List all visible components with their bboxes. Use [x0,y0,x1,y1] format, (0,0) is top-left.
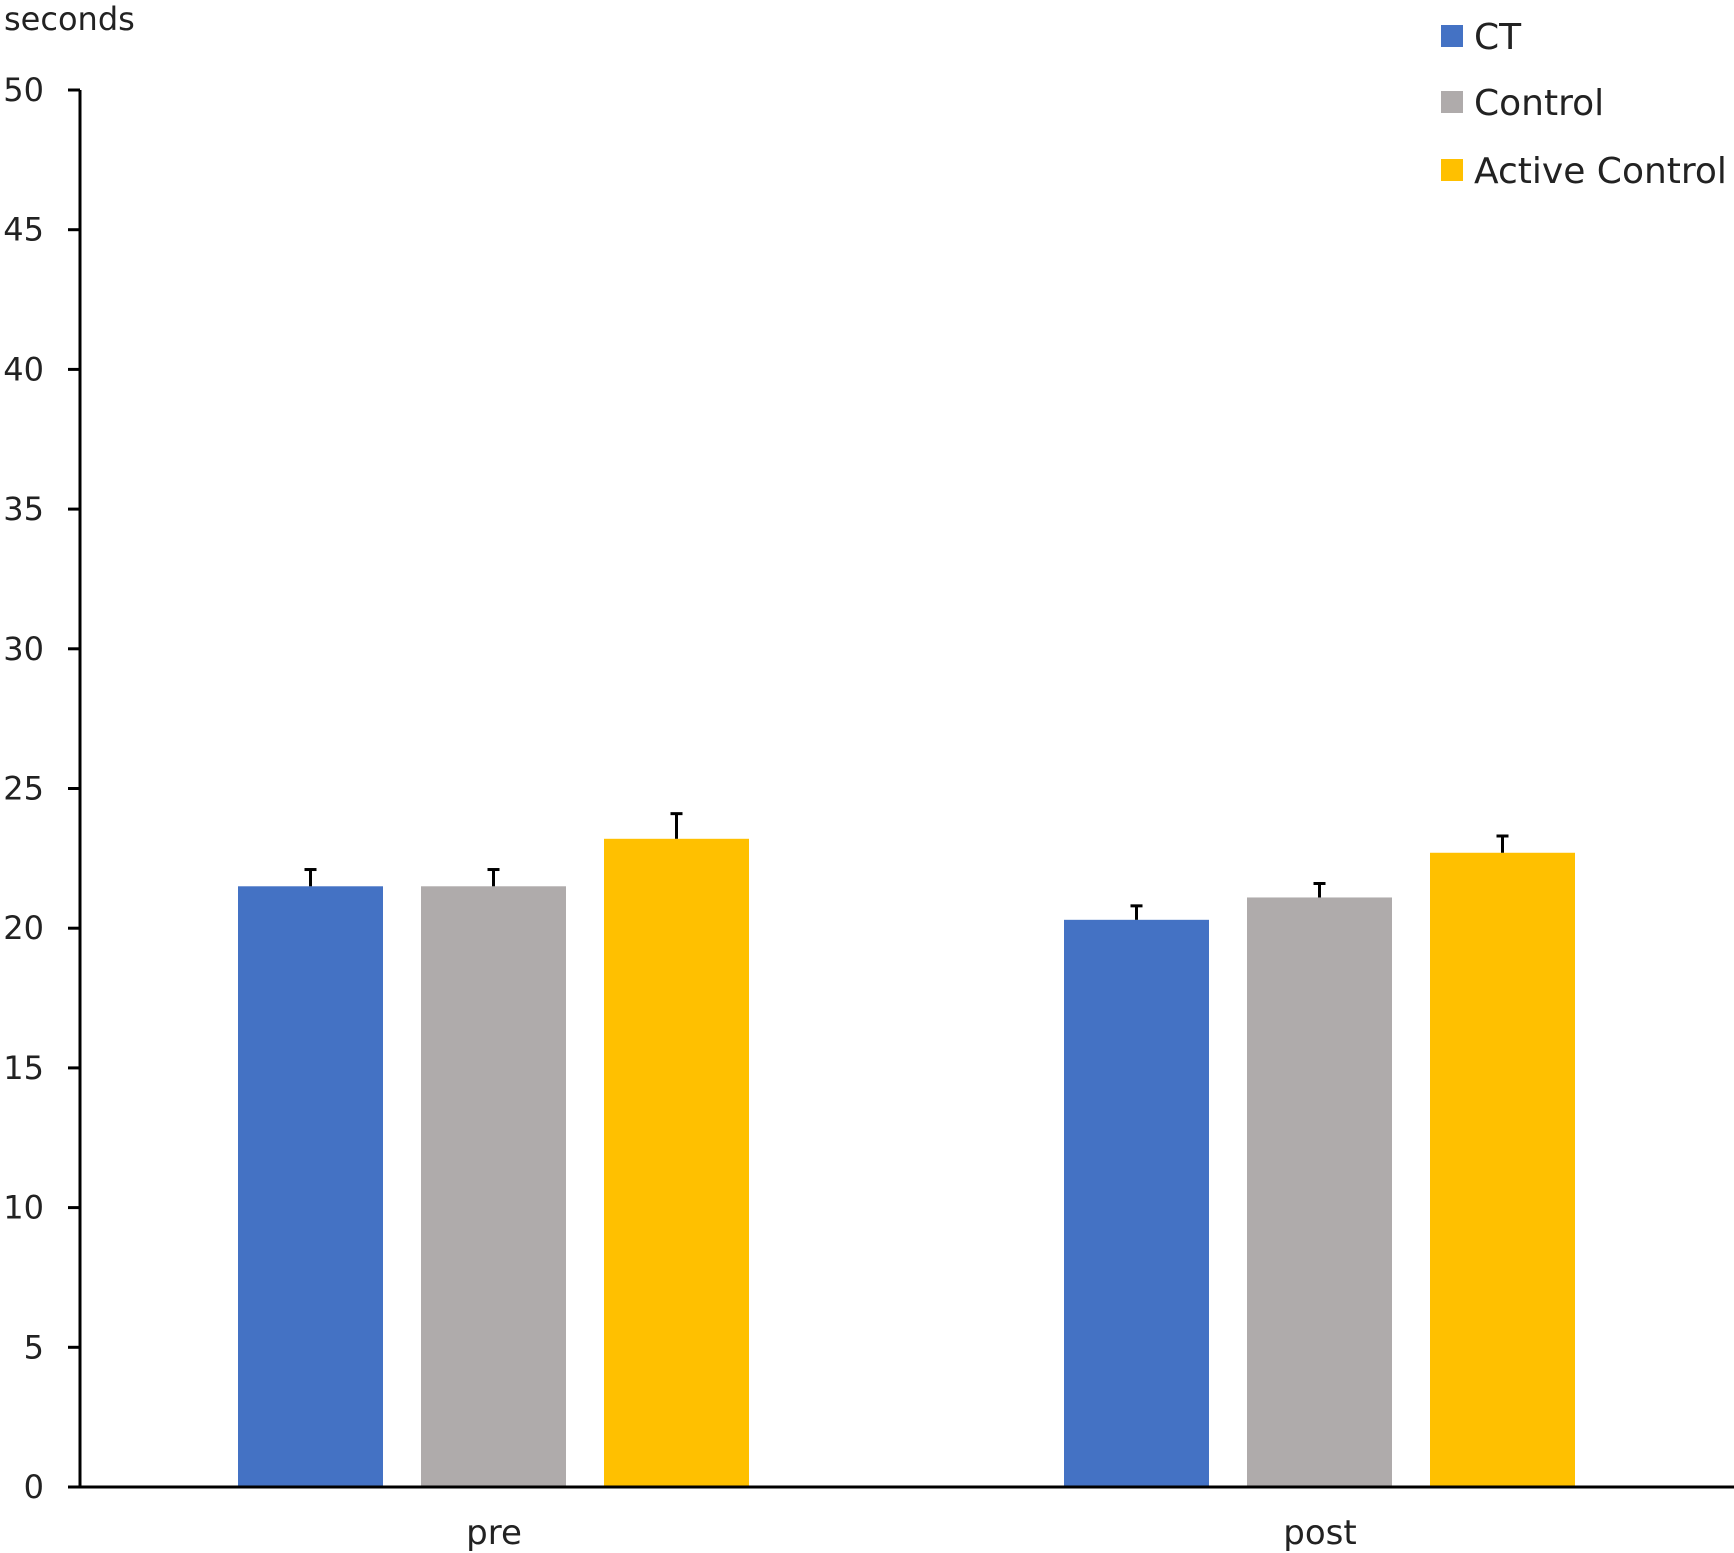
y-tick-label: 25 [3,770,44,808]
y-tick-label: 35 [3,490,44,528]
y-axis-ticks: 0 5 10 15 20 25 30 35 40 45 50 [3,71,80,1506]
y-tick-label: 0 [24,1468,44,1506]
x-category-label-post: post [1283,1513,1356,1553]
y-tick-label: 15 [3,1049,44,1087]
y-tick-label: 30 [3,630,44,668]
y-tick-label: 5 [24,1328,44,1366]
error-bars [304,812,1509,920]
legend-swatch-active-control [1441,159,1463,181]
bar-control-post [1247,897,1392,1487]
legend-label-ct: CT [1474,17,1522,58]
legend-label-control: Control [1474,83,1604,124]
bar-ct-post [1064,919,1209,1487]
bar-active-control-pre [604,838,749,1487]
bar-ct-pre [238,886,383,1487]
y-axis-label: seconds [4,0,135,38]
legend: CT Control Active Control [1441,17,1727,192]
y-tick-label: 20 [3,909,44,947]
legend-swatch-control [1441,91,1463,113]
bar-active-control-post [1430,852,1575,1487]
bars [238,838,1575,1487]
y-tick-label: 45 [3,211,44,249]
y-tick-label: 40 [3,350,44,388]
x-axis-labels: pre post [466,1513,1357,1553]
bar-control-pre [421,886,566,1487]
y-tick-label: 50 [3,71,44,109]
x-category-label-pre: pre [466,1513,522,1553]
legend-swatch-ct [1441,25,1463,47]
y-tick-label: 10 [3,1189,44,1227]
legend-label-active-control: Active Control [1474,151,1727,192]
